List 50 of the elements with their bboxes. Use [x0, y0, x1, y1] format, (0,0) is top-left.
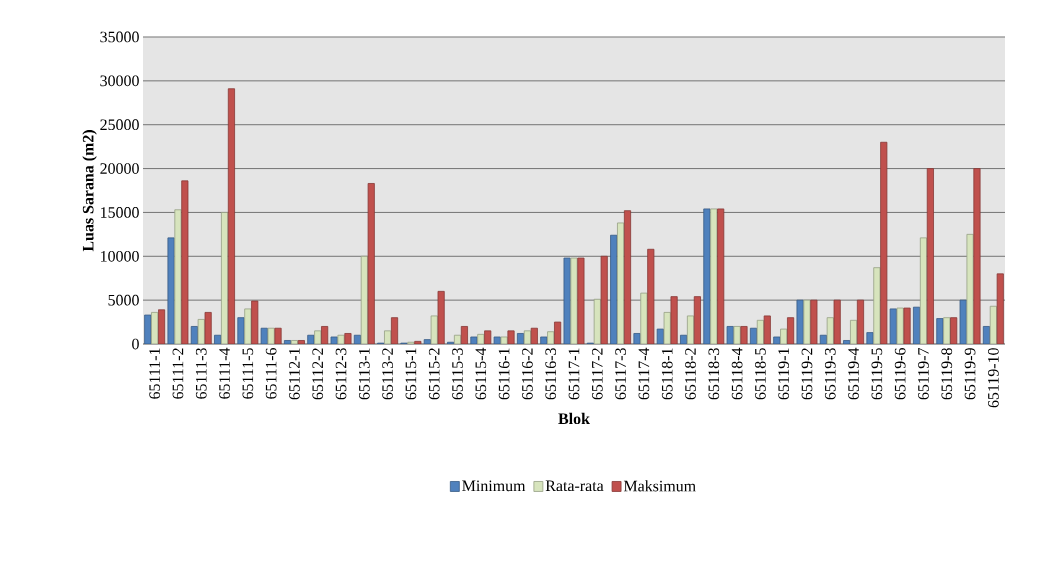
x-tick-label: 65119-6	[894, 347, 906, 400]
x-tick-label: 65111-4	[219, 347, 230, 399]
x-tick-label: 65116-2	[522, 348, 533, 400]
x-tick-label: 65117-4	[638, 347, 650, 400]
x-tick-label: 65119-7	[918, 347, 929, 400]
y-tick-label: 30000	[100, 75, 139, 87]
x-tick-label: 65119-3	[824, 348, 836, 400]
y-tick-label: 0	[132, 338, 139, 350]
x-tick-label: 65118-2	[685, 348, 696, 400]
y-axis-title: Luas Sarana (m2)	[82, 130, 97, 252]
legend-label: Rata-rata	[545, 480, 604, 492]
x-tick-label: 65115-4	[475, 347, 487, 400]
x-tick-label: 65118-4	[731, 347, 743, 400]
x-tick-label: 65111-6	[265, 347, 277, 399]
x-tick-label: 65119-4	[848, 347, 859, 400]
x-tick-label: 65111-3	[195, 348, 207, 399]
x-tick-label: 65115-3	[452, 348, 463, 400]
x-tick-label: 65111-2	[172, 348, 184, 399]
legend-label: Minimum	[462, 480, 526, 492]
x-tick-label: 65119-10	[987, 348, 999, 408]
x-axis-title: Blok	[558, 412, 590, 425]
y-tick-label: 20000	[100, 163, 139, 174]
y-tick-label: 10000	[101, 250, 139, 262]
x-tick-label: 65119-8	[941, 348, 953, 400]
x-tick-label: 65118-3	[708, 348, 720, 400]
x-tick-label: 65119-1	[778, 348, 790, 400]
x-tick-label: 65116-1	[498, 348, 510, 400]
x-tick-label: 65112-1	[289, 348, 300, 400]
x-tick-label: 65112-2	[312, 348, 324, 400]
x-tick-label: 65119-5	[871, 348, 883, 400]
x-tick-label: 65115-1	[405, 348, 417, 400]
x-tick-label: 65113-1	[358, 348, 370, 400]
y-tick-label: 25000	[100, 119, 139, 131]
x-tick-label: 65119-9	[964, 348, 976, 400]
x-tick-label: 65119-2	[801, 348, 813, 400]
x-tick-label: 65117-3	[615, 348, 626, 400]
x-tick-label: 65116-3	[545, 348, 557, 400]
x-tick-label: 65111-5	[242, 348, 254, 399]
x-tick-label: 65118-1	[661, 348, 673, 400]
x-tick-label: 65115-2	[428, 348, 440, 400]
y-tick-label: 35000	[100, 31, 139, 43]
x-tick-label: 65118-5	[755, 348, 766, 400]
x-tick-label: 65111-1	[149, 348, 160, 399]
y-tick-label: 5000	[108, 294, 139, 306]
y-tick-label: 15000	[101, 207, 139, 218]
x-tick-label: 65117-1	[568, 348, 580, 400]
x-tick-label: 65112-3	[335, 348, 347, 400]
x-tick-label: 65117-2	[591, 348, 603, 400]
x-tick-label: 65113-2	[382, 348, 393, 400]
legend-label: Maksimum	[623, 480, 696, 492]
